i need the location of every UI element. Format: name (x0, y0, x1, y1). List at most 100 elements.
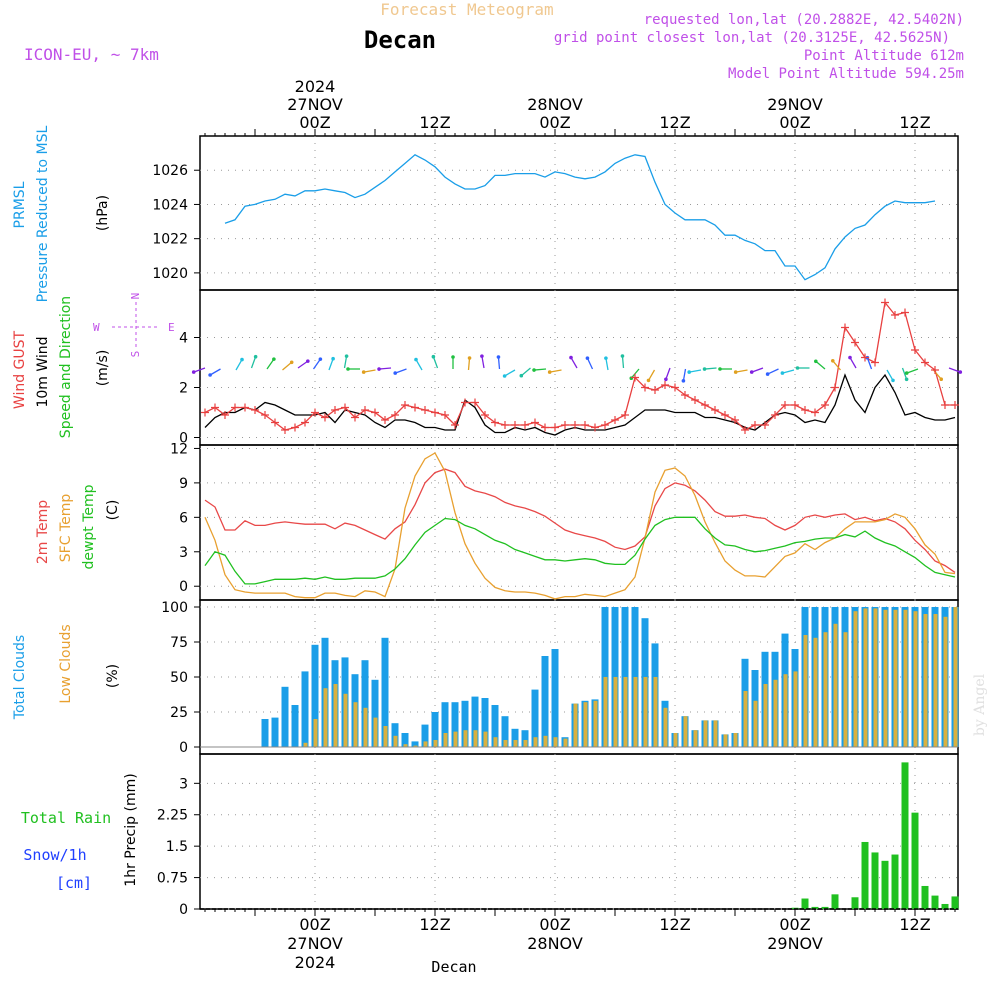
model-name: ICON-EU, ~ 7km (24, 45, 159, 64)
precip-ylabel: 1hr Precip (mm) (123, 773, 139, 886)
sfc-temp-line (204, 452, 956, 600)
gust-marker (211, 403, 219, 412)
total-cloud-bar (461, 700, 469, 747)
wind-frame (199, 289, 959, 446)
low-cloud-bar (743, 691, 748, 747)
wind-arrowhead (191, 370, 196, 374)
wind-arrow (751, 367, 764, 373)
y-tick-label: 2.25 (157, 808, 188, 824)
wind-arrow (467, 357, 471, 371)
wind-arrow (901, 367, 908, 380)
wind-direction-arrows (191, 354, 963, 383)
model-altitude: Model Point Altitude 594.25m (728, 66, 964, 82)
gust-marker (831, 383, 839, 392)
t2m-label: 2m Temp (35, 500, 51, 564)
total-cloud-bar (311, 644, 319, 747)
wind-arrowhead (547, 370, 552, 374)
precip-frame (199, 753, 959, 910)
precip-bar (941, 903, 949, 909)
low-cloud-bar (653, 677, 658, 747)
supertitle: Forecast Meteogram (380, 0, 553, 19)
t2m-line (204, 468, 956, 573)
gust-marker (891, 311, 899, 319)
gust-marker (401, 401, 409, 409)
precip-bar (951, 896, 959, 909)
wind-arrow (209, 368, 221, 376)
precip-bar (801, 898, 809, 909)
wind-arrowhead (604, 356, 608, 360)
wind-arrow (832, 360, 841, 371)
wind-arrowhead (780, 371, 785, 375)
x-tick-label-bottom: 28NOV (527, 934, 583, 953)
low-cloud-bar (783, 674, 788, 747)
y-tick-label: 1026 (152, 163, 188, 179)
wind-arrowhead (208, 373, 212, 377)
precip-bar (881, 860, 889, 909)
y-ticks: 1020102210241026024036912025507510000.75… (152, 163, 200, 918)
low-cloud-bar (873, 608, 878, 747)
low-cloud-bar (813, 637, 818, 747)
gust-marker (661, 381, 669, 389)
wind-arrowhead (240, 357, 244, 362)
wind-arrowhead (939, 377, 944, 381)
prmsl-label: PRMSL (12, 181, 28, 228)
wind-arrowhead (431, 354, 436, 359)
low-cloud-bar (633, 677, 638, 747)
y-tick-label: 25 (170, 705, 188, 721)
low-cloud-bar (763, 684, 768, 747)
total-cloud-bar (381, 637, 389, 747)
low-cloud-bar (723, 734, 728, 747)
low-cloud-bar (663, 707, 668, 747)
x-tick-label-top: 12Z (899, 113, 930, 132)
compass-w: W (93, 321, 100, 334)
wind-arrow (297, 360, 309, 369)
wind-arrow (549, 369, 562, 373)
low-cloud-bar (463, 730, 468, 747)
x-tick-label-top: 29NOV (767, 95, 823, 114)
wind-arrow (432, 356, 439, 369)
wind-arrowhead (272, 357, 276, 361)
gust-marker (861, 353, 869, 362)
gust-marker (531, 418, 539, 427)
low-cloud-bar (803, 635, 808, 747)
y-tick-label: 0.75 (157, 871, 188, 887)
wind-speed-line (204, 373, 956, 436)
wind-arrowhead (318, 357, 323, 361)
wind-arrowhead (646, 378, 651, 383)
total-cloud-bar (541, 656, 549, 747)
y-tick-label: 4 (179, 331, 188, 347)
gust-marker (411, 403, 419, 412)
gust-marker (241, 403, 249, 412)
gust-marker (881, 298, 889, 307)
low-cloud-bar (523, 740, 528, 747)
wind-arrow (378, 367, 392, 370)
wind-label: 10m Wind (35, 336, 51, 407)
y-tick-label: 6 (179, 510, 188, 526)
wind-arrow (533, 368, 547, 371)
wind-arrowhead (733, 370, 738, 374)
precip-bar (831, 894, 839, 909)
gust-marker (501, 421, 509, 429)
wind-arrow (363, 369, 376, 373)
gust-marker (421, 406, 429, 414)
low-cloud-bar (503, 740, 508, 747)
wind-arrow (886, 369, 894, 381)
wind-arrowhead (496, 355, 501, 359)
low-cloud-bar (333, 684, 338, 747)
gust-marker (781, 401, 789, 409)
gust-marker (591, 423, 599, 432)
x-tick-label-top: 12Z (659, 113, 690, 132)
gust-marker (201, 408, 209, 417)
wind-arrow (520, 367, 531, 377)
wind-arrowhead (891, 378, 895, 383)
x-tick-label-top: 2024 (295, 77, 336, 96)
grid-lines (200, 136, 958, 910)
x-tick-label-bottom: 00Z (539, 915, 570, 934)
x-tick-label-bottom: 00Z (299, 915, 330, 934)
low-cloud-bar (483, 731, 488, 747)
gust-marker (341, 403, 349, 412)
y-tick-label: 1024 (152, 197, 188, 213)
precip-bar (871, 852, 879, 909)
low-cloud-bar (323, 688, 328, 747)
